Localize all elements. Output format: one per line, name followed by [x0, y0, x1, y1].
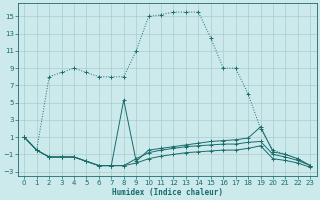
X-axis label: Humidex (Indice chaleur): Humidex (Indice chaleur) — [112, 188, 223, 197]
